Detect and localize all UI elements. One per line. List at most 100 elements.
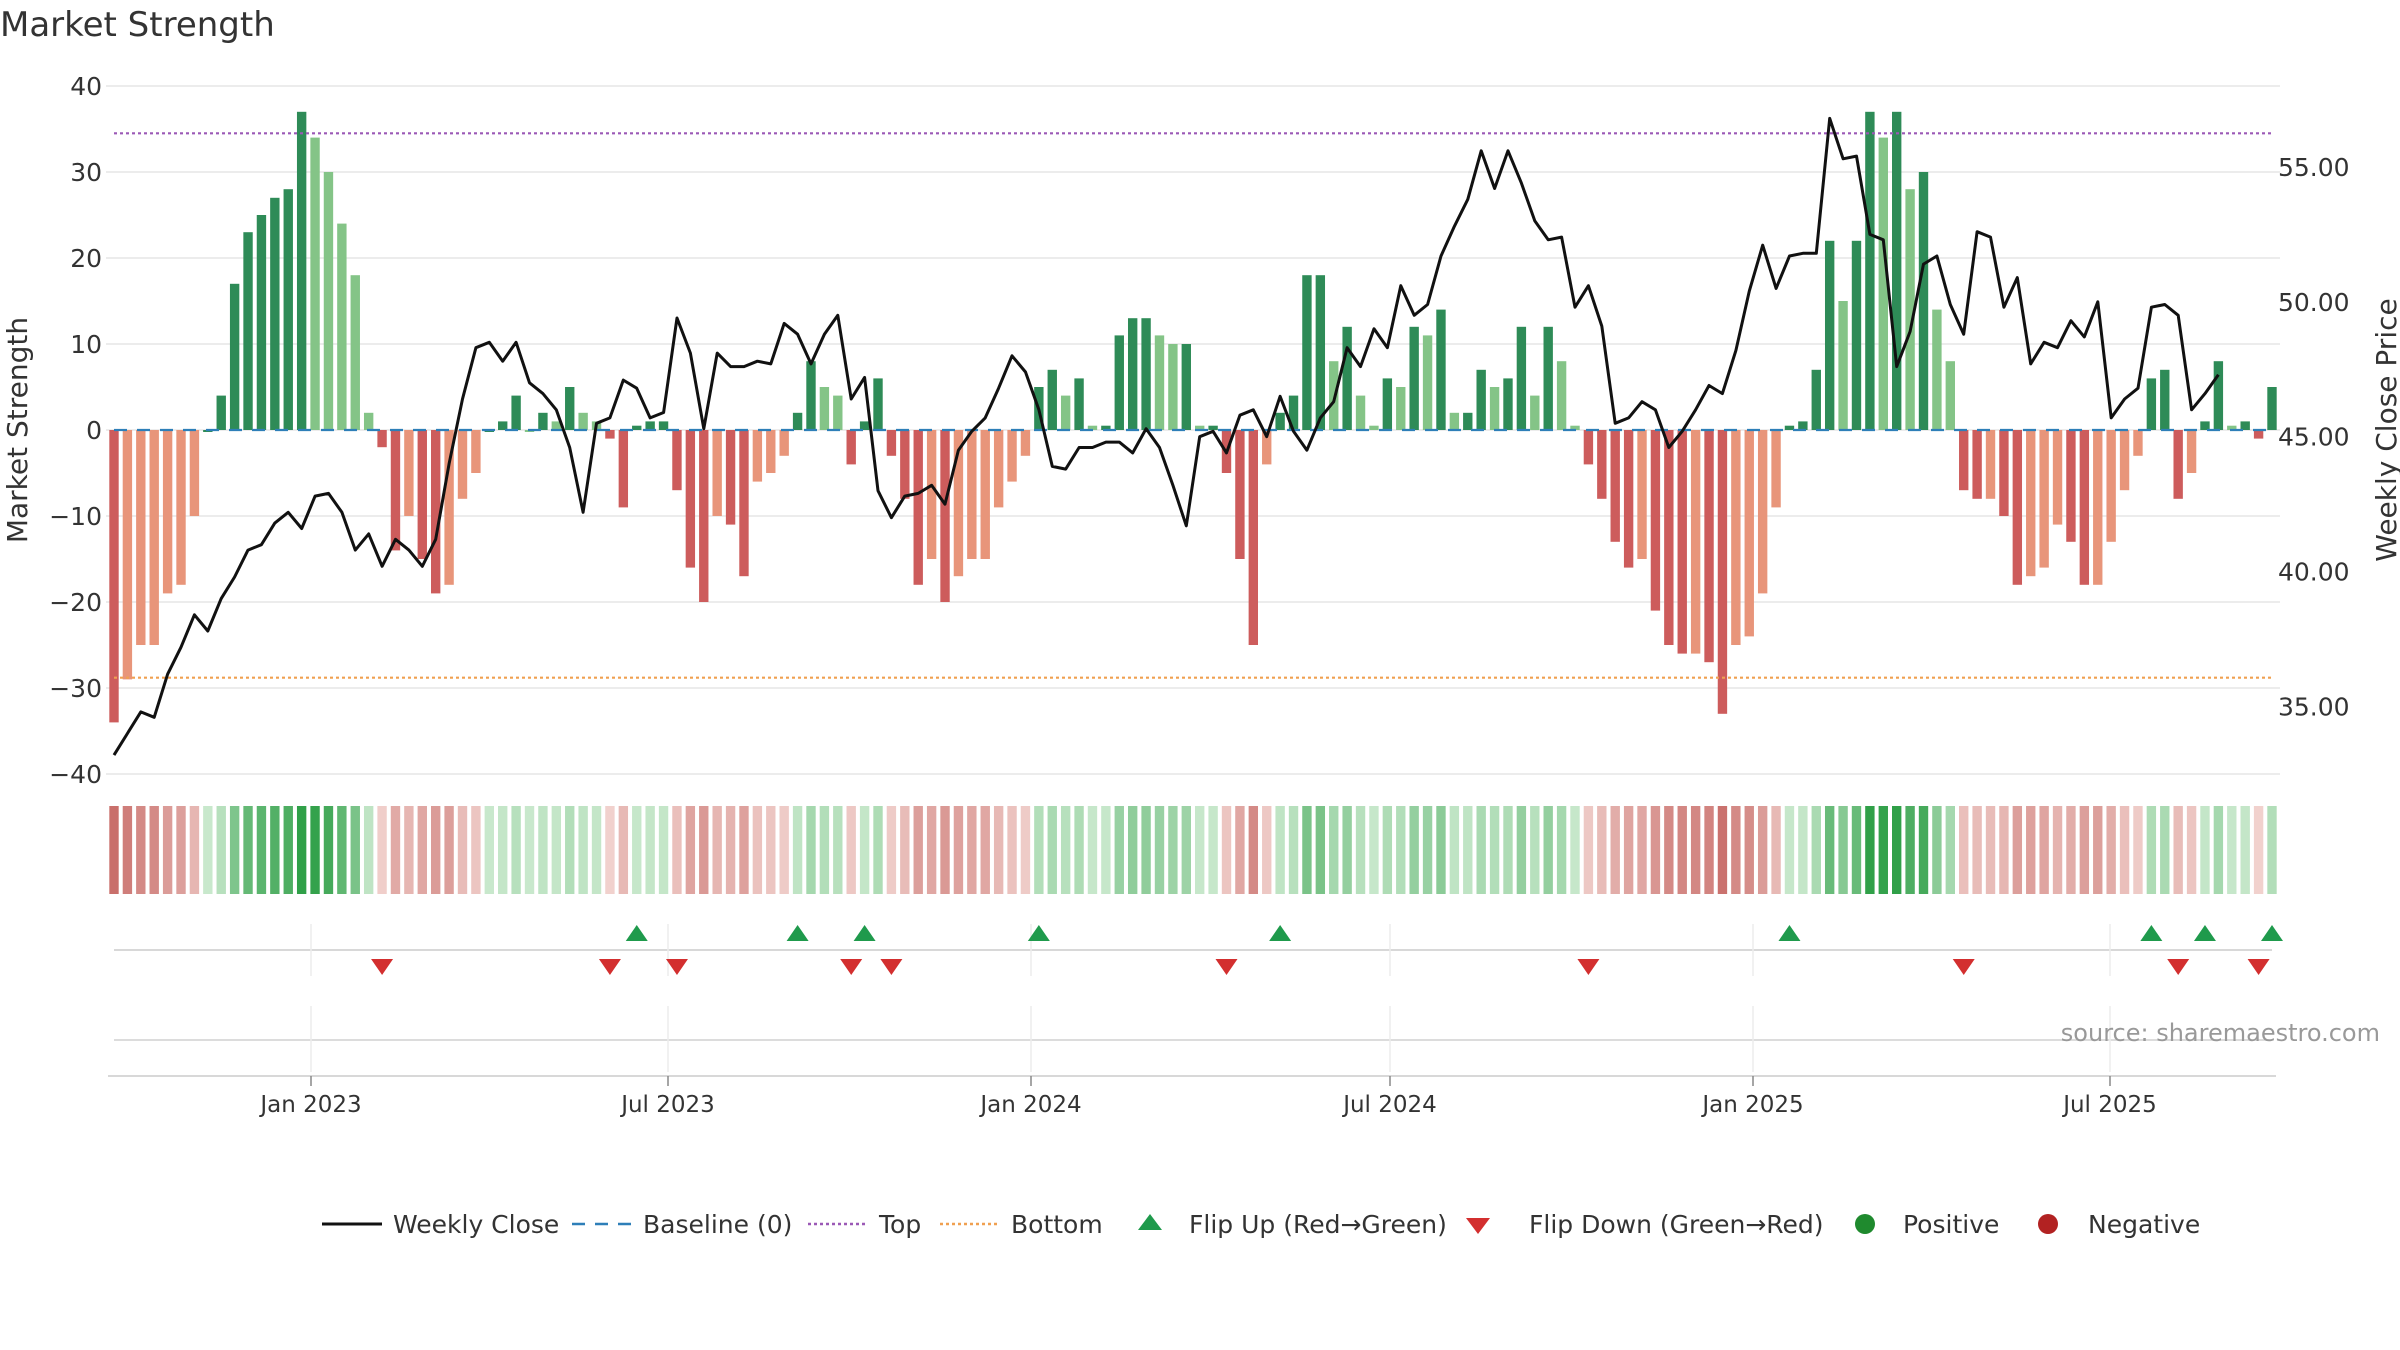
strength-bar — [605, 430, 615, 439]
strength-bar — [1637, 430, 1647, 559]
strip-cell — [162, 806, 173, 894]
strip-cell — [2052, 806, 2063, 894]
strength-bar — [1302, 275, 1312, 430]
strength-bar — [310, 137, 320, 430]
strip-cell — [390, 806, 401, 894]
flip-down-marker — [1215, 959, 1238, 975]
strength-bar — [1959, 430, 1969, 491]
strength-bar — [1623, 430, 1634, 568]
strip-cell — [2173, 806, 2183, 894]
strip-cell — [1583, 806, 1594, 894]
strip-cell — [712, 806, 722, 894]
strength-bar — [1918, 172, 1929, 430]
strip-cell — [350, 806, 360, 894]
strength-bar — [216, 395, 226, 430]
strip-cell — [2267, 806, 2277, 894]
strength-bar — [2066, 430, 2076, 542]
strip-cell — [1959, 806, 1969, 894]
legend-flip-down-label: Flip Down (Green→Red) — [1529, 1210, 1824, 1239]
strip-cell — [1932, 806, 1942, 894]
strength-bar — [2253, 430, 2264, 439]
legend-flip-up-label: Flip Up (Red→Green) — [1189, 1210, 1447, 1239]
strength-bar — [2079, 430, 2090, 585]
strength-bar — [1570, 425, 1580, 430]
strength-bar — [1315, 275, 1326, 430]
strength-bar — [2200, 421, 2210, 430]
strength-bar — [645, 421, 655, 430]
strip-cell — [2119, 806, 2130, 894]
strip-cell — [900, 806, 910, 894]
strength-bar — [471, 430, 481, 473]
strength-bars — [109, 111, 2277, 723]
strip-cell — [1342, 806, 1352, 894]
strip-cell — [1463, 806, 1473, 894]
strip-cell — [1489, 806, 1500, 894]
strip-cell — [216, 806, 226, 894]
strip-cell — [1436, 806, 1446, 894]
strip-cell — [484, 806, 494, 894]
x-tick-label: Jan 2025 — [1700, 1092, 1803, 1118]
strength-bar — [2186, 430, 2197, 473]
legend-weekly-close-label: Weekly Close — [393, 1210, 559, 1239]
strength-bar — [1382, 378, 1393, 430]
x-tick-label: Jan 2023 — [258, 1092, 361, 1118]
strength-bar — [1744, 430, 1754, 637]
strength-bar — [1154, 335, 1165, 430]
strength-bar — [900, 430, 910, 499]
y-tick-label: 0 — [86, 416, 102, 445]
strength-bar — [1784, 425, 1795, 430]
strip-cell — [377, 806, 387, 894]
strip-cell — [1262, 806, 1272, 894]
strength-bar — [1369, 425, 1379, 430]
strength-bar — [685, 430, 696, 568]
strength-bar — [1985, 430, 1996, 499]
strip-cell — [645, 806, 655, 894]
strength-bar — [833, 395, 843, 430]
strip-cell — [1208, 806, 1218, 894]
strength-bar — [1007, 430, 1017, 482]
flip-down-marker — [371, 959, 394, 975]
strength-bar — [2146, 378, 2157, 430]
strength-bar — [725, 430, 736, 525]
strip-cell — [2253, 806, 2264, 894]
strength-bar — [1811, 369, 1821, 430]
strip-cell — [1637, 806, 1647, 894]
strength-bar — [1731, 430, 1741, 645]
strip-cell — [2240, 806, 2250, 894]
strip-cell — [270, 806, 280, 894]
y-tick-label: −10 — [49, 502, 102, 531]
strip-cell — [792, 806, 803, 894]
strength-bar — [149, 430, 159, 645]
strength-bar — [109, 430, 119, 723]
strength-bar — [323, 172, 334, 430]
strength-bar — [1905, 189, 1915, 430]
strip-cell — [1396, 806, 1406, 894]
strip-cell — [109, 806, 119, 894]
strength-bar — [1020, 430, 1031, 456]
strip-cell — [699, 806, 709, 894]
strip-cell — [1020, 806, 1031, 894]
strength-bar — [658, 421, 669, 430]
strip-cell — [833, 806, 843, 894]
strip-cell — [1610, 806, 1620, 894]
y-axis-label: Market Strength — [1, 317, 34, 543]
strip-cell — [1060, 806, 1071, 894]
strength-bar — [1650, 430, 1661, 611]
strength-bar — [953, 430, 964, 577]
strength-bar — [1610, 430, 1620, 542]
strength-bar — [350, 275, 360, 430]
flip-up-marker — [625, 925, 648, 941]
strength-bar — [2119, 430, 2130, 491]
strip-cell — [940, 806, 950, 894]
strength-bar — [1235, 430, 1245, 559]
strength-bar — [1556, 361, 1567, 430]
strength-bar — [1101, 425, 1111, 430]
flip-markers-panel — [114, 924, 2283, 976]
strength-bar — [913, 430, 923, 585]
strength-bar — [565, 387, 575, 430]
strength-bar — [1878, 137, 1888, 430]
strip-cell — [1034, 806, 1044, 894]
strip-cell — [1195, 806, 1205, 894]
strip-cell — [1382, 806, 1393, 894]
